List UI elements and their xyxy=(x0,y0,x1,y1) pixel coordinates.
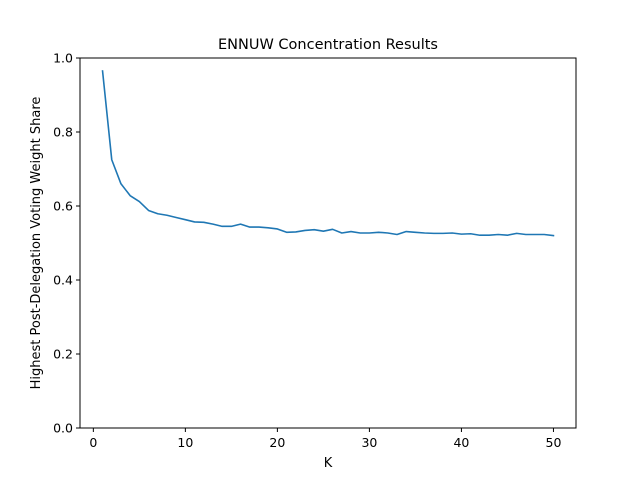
y-tick-label: 0.8 xyxy=(53,125,73,140)
x-axis-label: K xyxy=(324,456,333,471)
series-group xyxy=(101,70,555,237)
y-tick-label: 0.6 xyxy=(53,199,73,214)
x-tick-label: 0 xyxy=(89,435,97,450)
x-tick-label: 30 xyxy=(361,435,377,450)
y-tick-label: 0.4 xyxy=(53,273,73,288)
x-tick-label: 20 xyxy=(269,435,285,450)
x-axis-ticks: 0 10 20 30 40 50 xyxy=(89,428,561,450)
x-tick-label: 50 xyxy=(546,435,562,450)
y-axis-label: Highest Post-Delegation Voting Weight Sh… xyxy=(29,97,44,390)
y-axis-ticks: 0.0 0.2 0.4 0.6 0.8 1.0 xyxy=(53,51,80,436)
x-tick-label: 10 xyxy=(177,435,193,450)
y-tick-label: 0.0 xyxy=(53,421,73,436)
chart-title: ENNUW Concentration Results xyxy=(218,37,438,53)
y-tick-label: 1.0 xyxy=(53,51,73,66)
x-tick-label: 40 xyxy=(453,435,469,450)
y-tick-label: 0.2 xyxy=(53,347,73,362)
series-line xyxy=(101,70,555,237)
plot-frame xyxy=(79,57,577,429)
